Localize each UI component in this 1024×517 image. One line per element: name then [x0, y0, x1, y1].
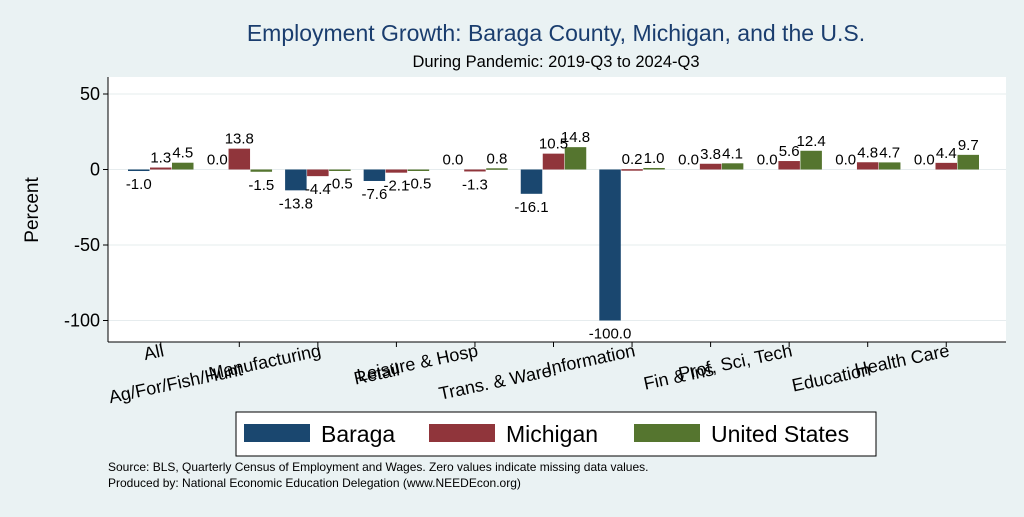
data-label: -4.4 — [305, 181, 331, 198]
bar-michigan — [621, 169, 643, 171]
bar-united-states — [878, 162, 901, 170]
legend-box — [235, 411, 877, 457]
legend-label: Baraga — [321, 421, 395, 447]
chart-title: Employment Growth: Baraga County, Michig… — [247, 20, 865, 46]
data-label: -1.5 — [248, 177, 274, 194]
data-label: -1.3 — [462, 176, 488, 193]
y-tick-label: 50 — [80, 84, 100, 104]
data-label: 14.8 — [561, 129, 590, 146]
data-label: 9.7 — [958, 137, 979, 154]
x-tick-label: Trans. & Ware. — [437, 359, 558, 403]
y-tick-label: -100 — [64, 311, 100, 331]
legend-swatch — [244, 424, 310, 442]
y-ticks: 50 0 -50 -100 — [64, 84, 108, 331]
chart-subtitle: During Pandemic: 2019-Q3 to 2024-Q3 — [412, 53, 699, 71]
data-label: 1.3 — [150, 150, 171, 167]
data-label: 5.6 — [779, 143, 800, 160]
bar-michigan — [307, 169, 329, 177]
bar-baraga — [285, 169, 307, 191]
data-label: 4.1 — [722, 145, 743, 162]
bar-michigan — [542, 153, 565, 170]
bar-baraga — [128, 169, 150, 172]
data-label: -0.5 — [327, 175, 353, 192]
bar-michigan — [778, 161, 800, 170]
bar-baraga — [363, 169, 386, 181]
y-axis-label: Percent — [22, 177, 43, 243]
bar-baraga — [599, 169, 621, 321]
bar-united-states — [957, 154, 979, 170]
bar-united-states — [643, 167, 665, 170]
bars — [128, 147, 979, 321]
data-label: 0.0 — [678, 152, 699, 169]
data-label: 4.8 — [857, 144, 878, 161]
plot-area — [108, 77, 1006, 342]
bar-michigan — [699, 163, 722, 170]
bar-united-states — [250, 169, 273, 172]
bar-michigan — [228, 148, 251, 170]
bar-michigan — [385, 169, 408, 173]
data-label: -1.0 — [126, 176, 152, 193]
x-tick-label: All — [142, 340, 166, 364]
data-label: 3.8 — [700, 146, 721, 163]
data-label: 1.0 — [644, 150, 665, 167]
bar-united-states — [172, 162, 194, 170]
data-label: 4.5 — [172, 145, 193, 162]
bar-baraga — [520, 169, 543, 194]
bar-michigan — [150, 167, 172, 170]
y-tick-label: -50 — [74, 235, 100, 255]
x-tick-label: Manufacturing — [207, 340, 323, 383]
data-label: 12.4 — [797, 133, 826, 150]
data-label: 0.0 — [914, 152, 935, 169]
data-label: 4.4 — [936, 145, 957, 162]
data-label: 13.8 — [225, 131, 254, 148]
bar-michigan — [856, 162, 879, 170]
bar-united-states — [800, 150, 822, 170]
legend: Baraga Michigan United States — [235, 411, 877, 457]
legend-swatch — [634, 424, 700, 442]
data-label: 0.8 — [487, 150, 508, 167]
footer-produced-by: Produced by: National Economic Education… — [108, 476, 521, 490]
bar-united-states — [486, 168, 508, 170]
bar-united-states — [721, 163, 744, 170]
x-tick-label: Information — [545, 340, 637, 378]
bar-michigan — [464, 169, 486, 172]
data-label: 0.0 — [757, 152, 778, 169]
legend-swatch — [429, 424, 495, 442]
legend-label: Michigan — [506, 421, 598, 447]
data-label: -7.6 — [361, 186, 387, 203]
data-label: -13.8 — [279, 195, 313, 212]
data-label: -100.0 — [589, 326, 632, 343]
data-label: 0.0 — [207, 152, 228, 169]
data-label: -2.1 — [383, 178, 409, 195]
bar-united-states — [329, 169, 351, 171]
data-label: 0.2 — [622, 151, 643, 168]
data-label: 4.7 — [879, 144, 900, 161]
x-tick-label: Prof, Sci, Tech — [677, 340, 794, 384]
data-label: 0.0 — [835, 152, 856, 169]
data-label: -16.1 — [514, 199, 548, 216]
legend-label: United States — [711, 421, 849, 447]
data-label: 10.5 — [539, 136, 568, 153]
bar-michigan — [935, 162, 957, 170]
bar-united-states — [407, 169, 430, 171]
y-tick-label: 0 — [90, 160, 100, 180]
bar-labels: -1.01.3 4.5 0.013.8-1.5-13.8-4.4-0.5-7.6-2… — [126, 129, 979, 342]
footer-source: Source: BLS, Quarterly Census of Employm… — [108, 460, 648, 474]
data-label: 0.0 — [443, 152, 464, 169]
bar-united-states — [564, 147, 587, 170]
data-label: -0.5 — [405, 175, 431, 192]
